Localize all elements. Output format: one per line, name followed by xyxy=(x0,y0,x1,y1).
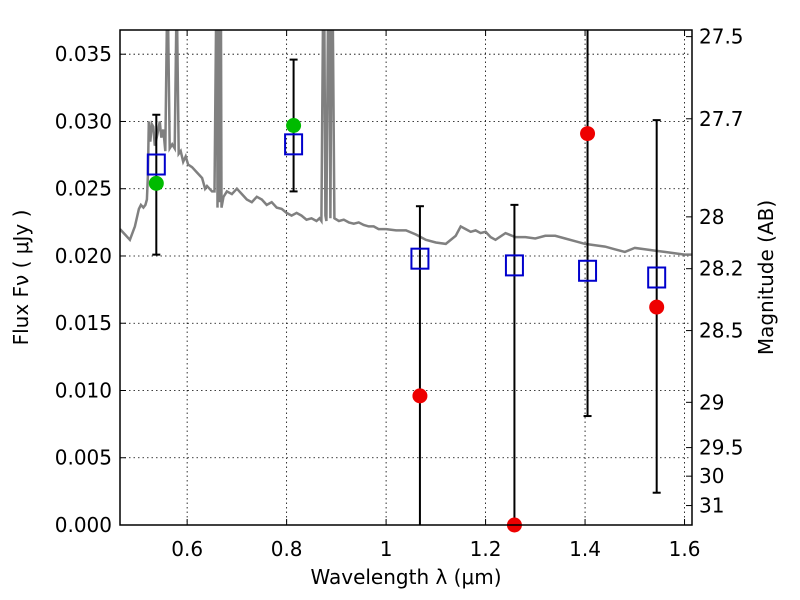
y-tick-label-4: 0.020 xyxy=(55,244,112,268)
right-axis-label: Magnitude (AB) xyxy=(754,200,778,355)
model-spectrum xyxy=(120,30,692,256)
x-tick-label-1: 0.8 xyxy=(271,537,303,561)
x-tick-label-2: 1 xyxy=(380,537,393,561)
right-tick-label-4: 28.5 xyxy=(699,319,744,343)
right-tick-label-2: 28 xyxy=(699,205,724,229)
circle-marker-2-2 xyxy=(580,126,596,142)
grid-lines xyxy=(120,30,692,526)
square-marker-5 xyxy=(647,266,667,289)
data-markers xyxy=(146,118,667,533)
circle-marker-2-0 xyxy=(412,388,428,404)
square-marker-3 xyxy=(504,254,524,277)
axis-ticks: 0.6 0.8 1 1.2 1.4 1.6 0.000 0.005 0.010 0.015 0.02… xyxy=(55,25,744,561)
model-spectrum-line xyxy=(120,30,692,256)
y-tick-label-1: 0.005 xyxy=(55,446,112,470)
y-tick-label-2: 0.010 xyxy=(55,378,112,402)
right-tick-label-7: 30 xyxy=(699,464,724,488)
y-tick-label-6: 0.030 xyxy=(55,109,112,133)
y-tick-label-5: 0.025 xyxy=(55,177,112,201)
right-tick-label-5: 29 xyxy=(699,390,724,414)
right-tick-label-8: 31 xyxy=(699,494,724,518)
y-tick-label-7: 0.035 xyxy=(55,42,112,66)
plot-frame xyxy=(119,29,693,526)
square-marker-2 xyxy=(410,247,430,270)
right-tick-label-1: 27.7 xyxy=(699,107,744,131)
x-tick-label-4: 1.4 xyxy=(569,537,601,561)
error-bars xyxy=(152,30,661,525)
y-tick-label-0: 0.000 xyxy=(55,513,112,537)
circle-marker-1-0 xyxy=(148,175,164,191)
x-axis-label: Wavelength λ (μm) xyxy=(310,565,501,589)
circle-marker-1-1 xyxy=(286,118,302,134)
x-tick-label-5: 1.6 xyxy=(669,537,701,561)
right-tick-label-6: 29.5 xyxy=(699,436,744,460)
square-marker-1 xyxy=(284,133,304,156)
square-marker-4 xyxy=(578,259,598,282)
y-tick-label-3: 0.015 xyxy=(55,311,112,335)
x-tick-label-0: 0.6 xyxy=(171,537,203,561)
y-axis-label: Flux Fν ( μJy ) xyxy=(9,210,33,346)
x-tick-label-3: 1.2 xyxy=(470,537,502,561)
circle-marker-2-3 xyxy=(649,299,665,315)
right-tick-label-0: 27.5 xyxy=(699,25,744,49)
right-tick-label-3: 28.2 xyxy=(699,257,744,281)
square-marker-0 xyxy=(146,153,166,176)
